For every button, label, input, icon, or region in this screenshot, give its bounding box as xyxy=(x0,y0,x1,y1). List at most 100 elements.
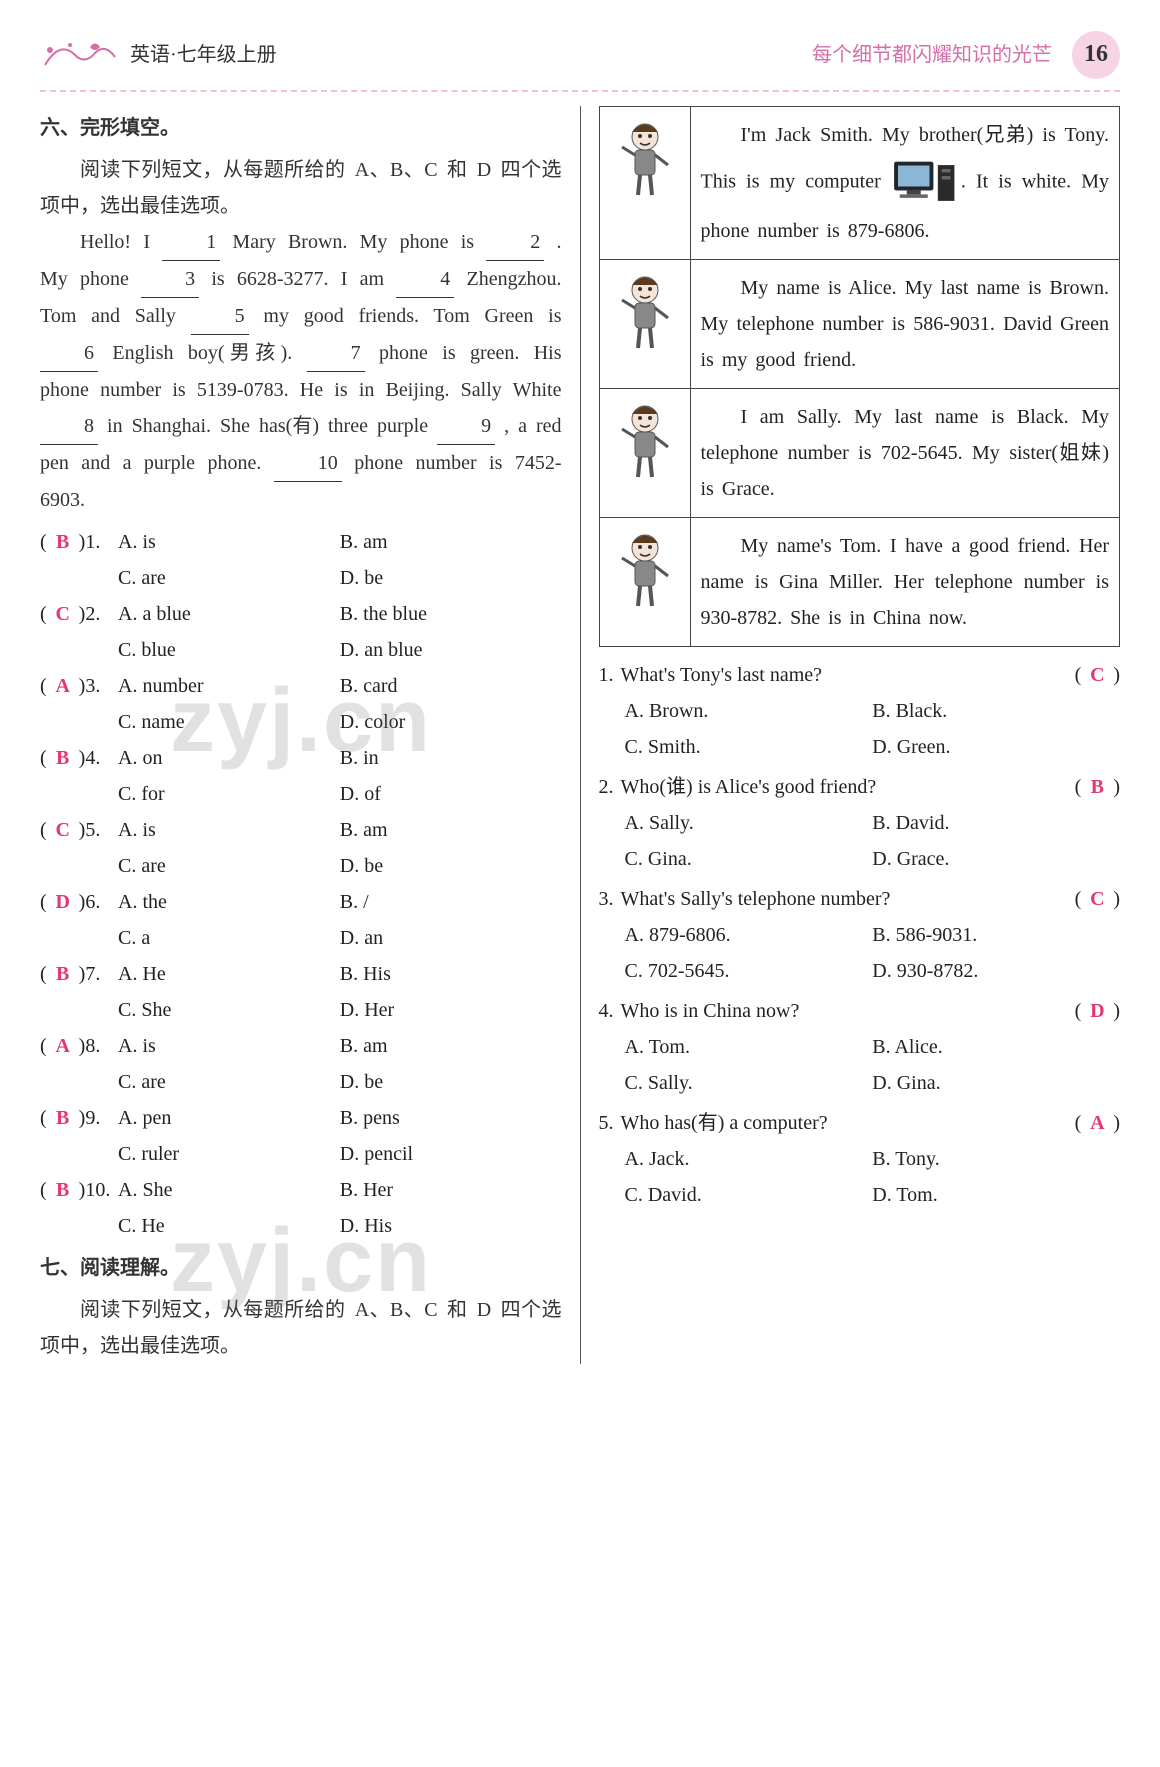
option-d: D. pencil xyxy=(340,1136,562,1172)
passage-icon-cell xyxy=(599,389,690,518)
answer-paren: ( C )5. xyxy=(40,812,118,848)
cloze-question-row-sub: C. SheD. Her xyxy=(118,992,562,1028)
reading-question-row: 1.What's Tony's last name?( C ) xyxy=(599,657,1121,693)
option-a: A. is xyxy=(118,812,340,848)
option-b: B. card xyxy=(340,668,562,704)
passage-text: My name's Tom. I have a good friend. Her… xyxy=(701,528,1110,636)
option-b: B. am xyxy=(340,1028,562,1064)
blank-9: 9 xyxy=(437,408,495,445)
reading-passage-table: I'm Jack Smith. My brother(兄弟) is Tony. … xyxy=(599,106,1121,647)
reading-question-row: 5.Who has(有) a computer?( A ) xyxy=(599,1105,1121,1141)
cloze-question-row-sub: C. nameD. color xyxy=(118,704,562,740)
cloze-question-row-sub: C. areD. be xyxy=(118,848,562,884)
option-c: C. ruler xyxy=(118,1136,340,1172)
option-b: B. Alice. xyxy=(872,1029,1120,1065)
computer-icon xyxy=(891,153,961,213)
answer-letter: B xyxy=(52,956,74,992)
option-a: A. She xyxy=(118,1172,340,1208)
option-c: C. are xyxy=(118,1064,340,1100)
cloze-question-row: ( B )9. A. penB. pens xyxy=(40,1100,562,1136)
reading-section-title: 七、阅读理解。 xyxy=(40,1250,562,1286)
question-text: What's Tony's last name? xyxy=(621,657,1075,693)
boy-waving-icon xyxy=(610,117,680,197)
reading-option-row: A. Sally.B. David. xyxy=(599,805,1121,841)
cloze-question-row: ( B )7. A. HeB. His xyxy=(40,956,562,992)
option-a: A. Brown. xyxy=(625,693,873,729)
option-c: C. He xyxy=(118,1208,340,1244)
passage-icon-cell xyxy=(599,518,690,647)
option-d: D. Her xyxy=(340,992,562,1028)
cloze-question-list: ( B )1. A. isB. amC. areD. be( C )2. A. … xyxy=(40,524,562,1244)
option-a: A. pen xyxy=(118,1100,340,1136)
cloze-passage: Hello! I 1 Mary Brown. My phone is 2 . M… xyxy=(40,224,562,518)
answer-paren: ( B ) xyxy=(1075,769,1120,805)
question-text: What's Sally's telephone number? xyxy=(621,881,1075,917)
option-c: C. 702-5645. xyxy=(625,953,873,989)
passage-row: I'm Jack Smith. My brother(兄弟) is Tony. … xyxy=(599,107,1120,260)
option-d: D. be xyxy=(340,1064,562,1100)
reading-option-row: A. Jack.B. Tony. xyxy=(599,1141,1121,1177)
passage-text: I'm Jack Smith. My brother(兄弟) is Tony. … xyxy=(701,117,1110,249)
question-text: Who(谁) is Alice's good friend? xyxy=(621,769,1075,805)
answer-paren: ( C )2. xyxy=(40,596,118,632)
option-b: B. 586-9031. xyxy=(872,917,1120,953)
answer-paren: ( C ) xyxy=(1075,657,1120,693)
passage-row: My name's Tom. I have a good friend. Her… xyxy=(599,518,1120,647)
option-b: B. / xyxy=(340,884,562,920)
option-a: A. a blue xyxy=(118,596,340,632)
option-a: A. on xyxy=(118,740,340,776)
answer-letter: B xyxy=(52,1172,74,1208)
option-d: D. color xyxy=(340,704,562,740)
header-slogan: 每个细节都闪耀知识的光芒 xyxy=(277,37,1072,73)
answer-paren: ( B )7. xyxy=(40,956,118,992)
option-b: B. pens xyxy=(340,1100,562,1136)
option-b: B. His xyxy=(340,956,562,992)
passage-text-cell: I am Sally. My last name is Black. My te… xyxy=(690,389,1120,518)
reading-option-row: C. Gina.D. Grace. xyxy=(599,841,1121,877)
blank-7: 7 xyxy=(307,335,365,372)
option-a: A. the xyxy=(118,884,340,920)
option-d: D. Grace. xyxy=(872,841,1120,877)
option-c: C. She xyxy=(118,992,340,1028)
answer-letter: C xyxy=(1086,657,1108,693)
option-c: C. David. xyxy=(625,1177,873,1213)
header-title: 英语·七年级上册 xyxy=(130,37,277,73)
option-c: C. for xyxy=(118,776,340,812)
option-d: D. an blue xyxy=(340,632,562,668)
option-d: D. be xyxy=(340,848,562,884)
option-d: D. an xyxy=(340,920,562,956)
option-c: C. are xyxy=(118,560,340,596)
cloze-question-row: ( B )4. A. onB. in xyxy=(40,740,562,776)
question-number: 1. xyxy=(599,657,621,693)
cloze-question-row-sub: C. forD. of xyxy=(118,776,562,812)
cloze-question-row-sub: C. aD. an xyxy=(118,920,562,956)
question-text: Who has(有) a computer? xyxy=(621,1105,1075,1141)
answer-paren: ( B )9. xyxy=(40,1100,118,1136)
option-a: A. Jack. xyxy=(625,1141,873,1177)
passage-text: I am Sally. My last name is Black. My te… xyxy=(701,399,1110,507)
cloze-question-row: ( A )8. A. isB. am xyxy=(40,1028,562,1064)
cloze-question-row: ( B )10. A. SheB. Her xyxy=(40,1172,562,1208)
answer-letter: A xyxy=(52,1028,74,1064)
option-d: D. His xyxy=(340,1208,562,1244)
option-c: C. are xyxy=(118,848,340,884)
reading-option-row: A. 879-6806.B. 586-9031. xyxy=(599,917,1121,953)
flourish-icon xyxy=(40,35,120,75)
answer-letter: C xyxy=(52,596,74,632)
option-a: A. is xyxy=(118,1028,340,1064)
option-b: B. the blue xyxy=(340,596,562,632)
reading-question-row: 3.What's Sally's telephone number?( C ) xyxy=(599,881,1121,917)
header-dash-divider xyxy=(40,90,1120,92)
answer-paren: ( A ) xyxy=(1075,1105,1120,1141)
cloze-question-row-sub: C. blueD. an blue xyxy=(118,632,562,668)
passage-icon-cell xyxy=(599,260,690,389)
answer-letter: A xyxy=(52,668,74,704)
passage-text-cell: My name's Tom. I have a good friend. Her… xyxy=(690,518,1120,647)
cloze-question-row: ( C )5. A. isB. am xyxy=(40,812,562,848)
answer-paren: ( D )6. xyxy=(40,884,118,920)
option-a: A. He xyxy=(118,956,340,992)
option-d: D. be xyxy=(340,560,562,596)
cloze-directions: 阅读下列短文，从每题所给的 A、B、C 和 D 四个选项中，选出最佳选项。 xyxy=(40,152,562,224)
option-a: A. Sally. xyxy=(625,805,873,841)
blank-5: 5 xyxy=(191,298,249,335)
